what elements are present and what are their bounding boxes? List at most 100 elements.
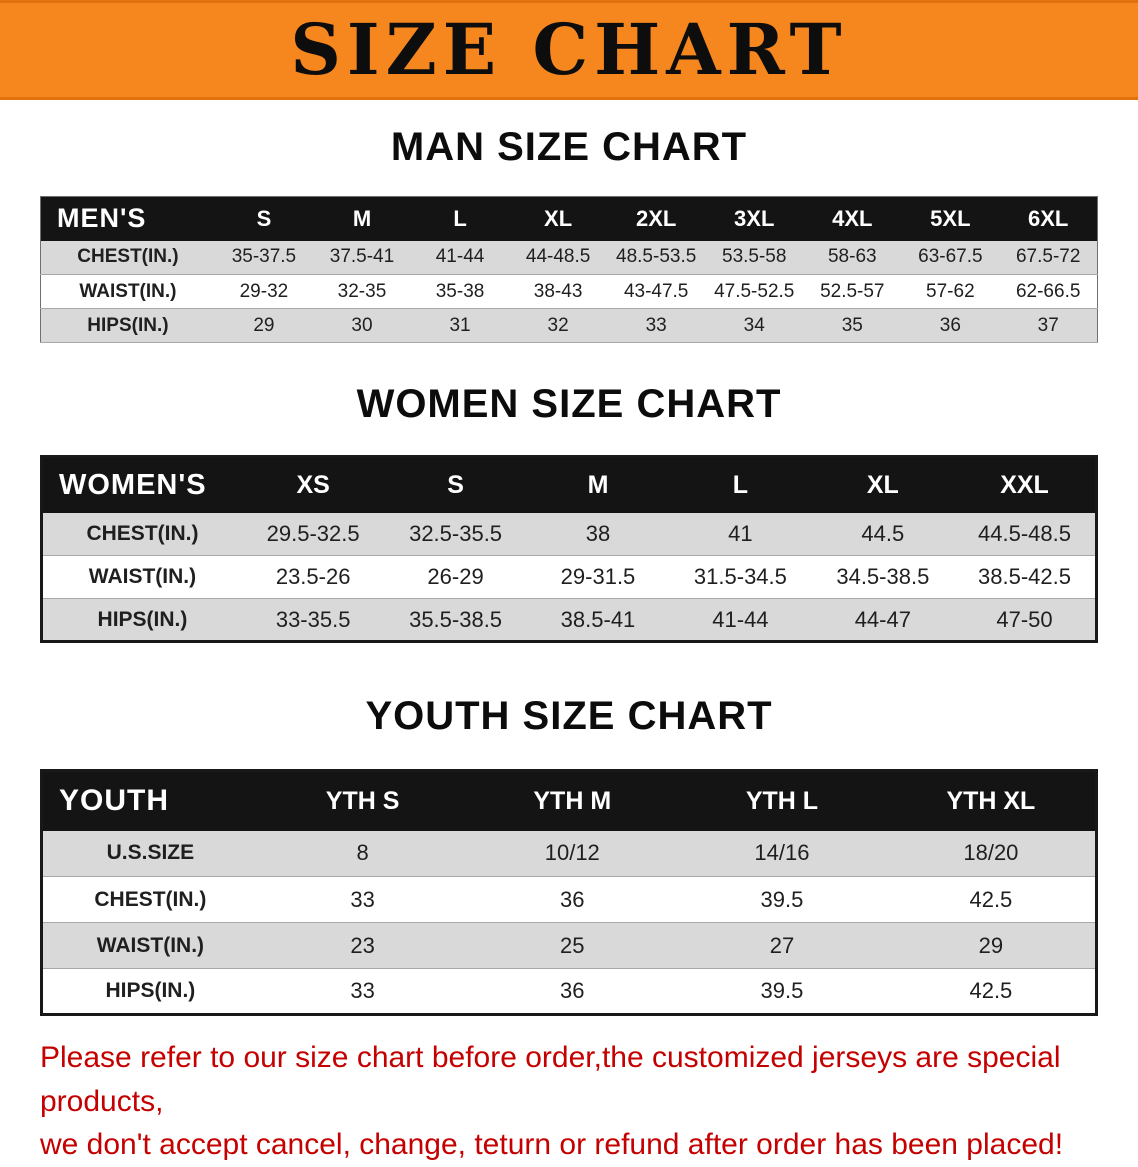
table-cell: 57-62 (901, 274, 1000, 309)
row-label: WAIST(IN.) (40, 274, 215, 309)
table-cell: 62-66.5 (999, 274, 1098, 309)
row-label: HIPS(IN.) (40, 308, 215, 343)
table-cell: 8 (257, 830, 468, 877)
table-cell: 44-47 (811, 598, 955, 642)
notice-line-1: Please refer to our size chart before or… (40, 1041, 1061, 1118)
row-label: CHEST(IN.) (41, 512, 242, 556)
table-cell: 30 (312, 308, 412, 343)
men-section: MAN SIZE CHART MEN'S S M L XL 2XL 3XL 4X… (0, 124, 1138, 343)
table-cell: 44.5 (811, 512, 955, 556)
table-cell: 18/20 (886, 830, 1097, 877)
table-cell: 44-48.5 (509, 240, 608, 275)
footer-notice: Please refer to our size chart before or… (40, 1036, 1098, 1167)
table-cell: 48.5-53.5 (607, 240, 706, 275)
column-header: YTH M (467, 770, 678, 831)
row-label: HIPS(IN.) (41, 598, 242, 642)
table-cell: 37 (999, 308, 1098, 343)
table-cell: 33 (257, 876, 468, 923)
table-cell: 32 (509, 308, 608, 343)
table-cell: 35-38 (411, 274, 510, 309)
column-header: XL (811, 456, 955, 513)
youth-section: YOUTH SIZE CHART YOUTH YTH S YTH M YTH L… (0, 693, 1138, 1016)
column-header: 3XL (705, 196, 804, 241)
table-cell: 29 (214, 308, 313, 343)
table-cell: 26-29 (384, 555, 527, 599)
row-label: U.S.SIZE (41, 830, 258, 877)
table-cell: 23 (257, 922, 468, 969)
men-size-table: MEN'S S M L XL 2XL 3XL 4XL 5XL 6XL CHEST… (40, 196, 1098, 343)
column-header: XS (241, 456, 385, 513)
table-cell: 34 (705, 308, 804, 343)
column-header: YTH XL (886, 770, 1097, 831)
column-header: YTH L (677, 770, 887, 831)
table-cell: 42.5 (886, 876, 1097, 923)
page-title: SIZE CHART (290, 8, 848, 91)
table-cell: 41-44 (669, 598, 812, 642)
column-header: XL (509, 196, 608, 241)
table-cell: 53.5-58 (705, 240, 804, 275)
men-header-row: MEN'S S M L XL 2XL 3XL 4XL 5XL 6XL (40, 196, 1098, 241)
table-row: WAIST(IN.) 23 25 27 29 (41, 922, 1097, 969)
table-cell: 43-47.5 (607, 274, 706, 309)
table-cell: 31.5-34.5 (669, 555, 812, 599)
men-section-heading: MAN SIZE CHART (390, 125, 748, 169)
row-label: CHEST(IN.) (40, 240, 215, 275)
table-row: CHEST(IN.) 29.5-32.5 32.5-35.5 38 41 44.… (41, 512, 1097, 556)
youth-section-heading: YOUTH SIZE CHART (365, 694, 773, 738)
row-label: HIPS(IN.) (41, 968, 258, 1015)
table-cell: 27 (677, 922, 887, 969)
table-cell: 63-67.5 (901, 240, 1000, 275)
column-header: 4XL (803, 196, 902, 241)
youth-size-table: YOUTH YTH S YTH M YTH L YTH XL U.S.SIZE … (40, 769, 1098, 1016)
column-header: M (312, 196, 412, 241)
table-cell: 32-35 (312, 274, 412, 309)
table-cell: 39.5 (677, 968, 887, 1015)
women-header-row: WOMEN'S XS S M L XL XXL (41, 456, 1097, 513)
column-header: L (669, 456, 812, 513)
column-header: 2XL (607, 196, 706, 241)
table-cell: 52.5-57 (803, 274, 902, 309)
table-cell: 14/16 (677, 830, 887, 877)
women-section-heading: WOMEN SIZE CHART (356, 382, 782, 426)
table-cell: 44.5-48.5 (954, 512, 1097, 556)
table-cell: 33 (257, 968, 468, 1015)
table-cell: 42.5 (886, 968, 1097, 1015)
table-cell: 67.5-72 (999, 240, 1098, 275)
row-label: WAIST(IN.) (41, 922, 258, 969)
table-cell: 58-63 (803, 240, 902, 275)
table-cell: 38.5-42.5 (954, 555, 1097, 599)
table-row: CHEST(IN.) 33 36 39.5 42.5 (41, 876, 1097, 923)
table-cell: 38 (526, 512, 670, 556)
table-cell: 31 (411, 308, 510, 343)
table-cell: 47-50 (954, 598, 1097, 642)
table-cell: 10/12 (467, 830, 678, 877)
column-header: L (411, 196, 510, 241)
column-header: 5XL (901, 196, 1000, 241)
table-cell: 35.5-38.5 (384, 598, 527, 642)
table-row: HIPS(IN.) 29 30 31 32 33 34 35 36 37 (40, 308, 1098, 343)
table-cell: 36 (901, 308, 1000, 343)
table-cell: 41-44 (411, 240, 510, 275)
table-cell: 41 (669, 512, 812, 556)
women-corner-label: WOMEN'S (41, 456, 242, 513)
table-cell: 36 (467, 876, 678, 923)
table-row: WAIST(IN.) 23.5-26 26-29 29-31.5 31.5-34… (41, 555, 1097, 599)
table-row: HIPS(IN.) 33-35.5 35.5-38.5 38.5-41 41-4… (41, 598, 1097, 642)
table-cell: 47.5-52.5 (705, 274, 804, 309)
table-cell: 34.5-38.5 (811, 555, 955, 599)
men-corner-label: MEN'S (40, 196, 215, 241)
column-header: XXL (954, 456, 1097, 513)
table-cell: 29 (886, 922, 1097, 969)
table-row: U.S.SIZE 8 10/12 14/16 18/20 (41, 830, 1097, 877)
table-cell: 38.5-41 (526, 598, 670, 642)
table-row: HIPS(IN.) 33 36 39.5 42.5 (41, 968, 1097, 1015)
youth-header-row: YOUTH YTH S YTH M YTH L YTH XL (41, 770, 1097, 831)
row-label: WAIST(IN.) (41, 555, 242, 599)
women-size-table: WOMEN'S XS S M L XL XXL CHEST(IN.) 29.5-… (40, 455, 1098, 643)
column-header: S (214, 196, 313, 241)
table-cell: 36 (467, 968, 678, 1015)
table-cell: 23.5-26 (241, 555, 385, 599)
table-cell: 29-32 (214, 274, 313, 309)
table-row: CHEST(IN.) 35-37.5 37.5-41 41-44 44-48.5… (40, 240, 1098, 275)
